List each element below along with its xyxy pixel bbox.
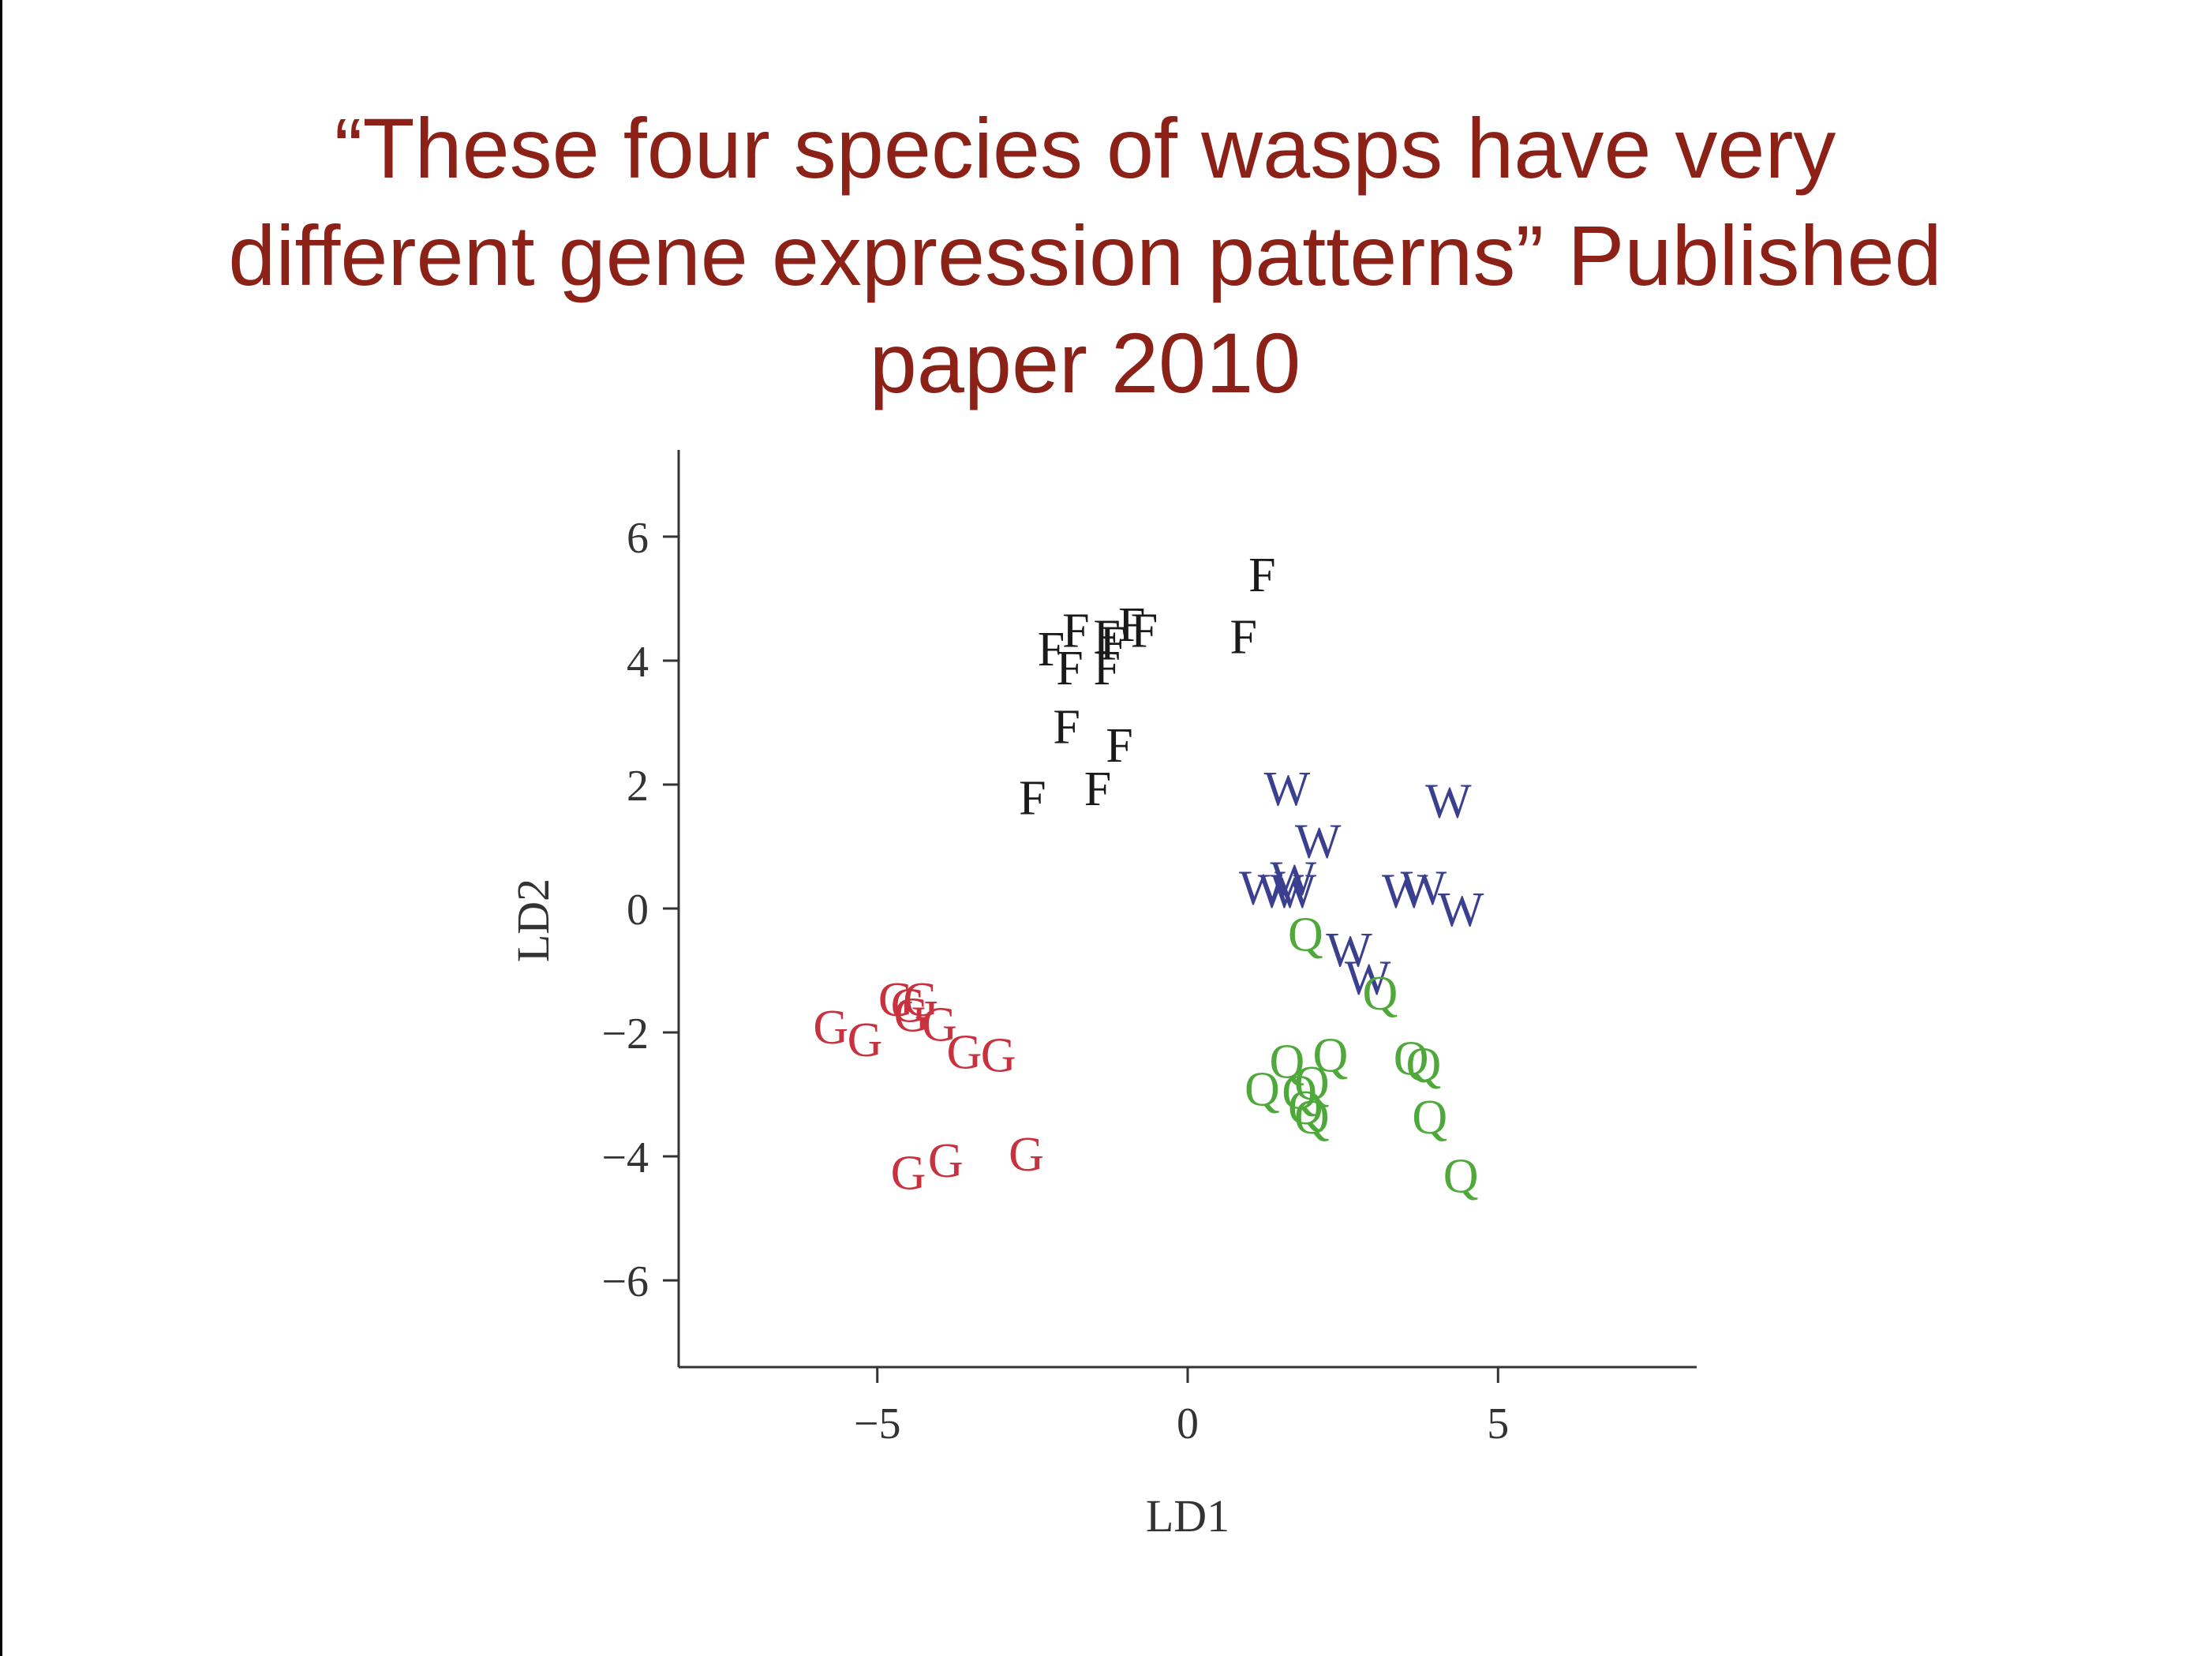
data-point-w: W	[1425, 775, 1472, 829]
data-point-w: W	[1264, 762, 1311, 816]
slide-title-line-3: paper 2010	[869, 315, 1301, 410]
data-point-g: G	[981, 1029, 1016, 1083]
x-tick-label: −5	[854, 1399, 901, 1448]
data-point-w: W	[1270, 864, 1316, 918]
slide-title-line-1: “These four species of wasps have very	[334, 100, 1836, 196]
data-point-f: F	[1248, 549, 1275, 602]
data-point-q: Q	[1294, 1091, 1330, 1145]
data-point-w: W	[1382, 864, 1428, 918]
data-point-g: G	[891, 980, 926, 1033]
slide-title: “These four species of wasps have very d…	[118, 95, 2052, 417]
data-point-f: F	[1099, 616, 1126, 670]
data-point-q: Q	[1294, 1057, 1330, 1111]
data-point-f: F	[1106, 719, 1132, 773]
data-point-q: Q	[1313, 1029, 1349, 1083]
data-point-w: W	[1401, 862, 1447, 916]
y-tick-label: −4	[601, 1133, 649, 1182]
y-tick-label: −6	[601, 1257, 649, 1306]
y-axis-title: LD2	[507, 879, 559, 962]
data-point-g: G	[1009, 1128, 1044, 1182]
data-point-g: G	[894, 988, 930, 1042]
data-point-q: Q	[1362, 967, 1398, 1021]
slide-title-line-2: different gene expression patterns” Publ…	[228, 208, 1942, 303]
data-point-f: F	[1118, 598, 1145, 652]
x-axis-title: LD1	[1146, 1490, 1230, 1542]
data-point-f: F	[1062, 605, 1089, 658]
plot-axes: −5 0 5 −6 −4 −2 0 2 4 6	[601, 450, 1697, 1448]
data-point-w: W	[1345, 951, 1391, 1005]
data-point-f: F	[1094, 611, 1121, 665]
data-point-w: W	[1270, 852, 1316, 906]
data-point-q: Q	[1406, 1038, 1442, 1092]
data-point-f: F	[1131, 605, 1158, 658]
data-point-g: G	[903, 973, 938, 1027]
data-point-w: W	[1258, 864, 1304, 918]
data-point-w: W	[1239, 862, 1286, 916]
data-point-q: Q	[1288, 1081, 1323, 1135]
data-point-f: F	[1038, 623, 1065, 676]
data-point-q: Q	[1288, 908, 1323, 961]
data-point-q: Q	[1443, 1150, 1479, 1204]
data-point-g: G	[848, 1013, 883, 1067]
data-point-g: G	[813, 1001, 848, 1055]
data-point-w: W	[1438, 883, 1484, 937]
y-tick-label: 0	[627, 886, 649, 935]
data-point-g: G	[878, 973, 914, 1027]
data-point-f: F	[1056, 642, 1083, 695]
data-point-q: Q	[1244, 1063, 1280, 1117]
data-point-f: F	[1053, 700, 1080, 754]
data-point-g: G	[946, 1026, 982, 1080]
data-point-w: W	[1326, 924, 1372, 977]
data-point-w: W	[1295, 815, 1342, 869]
y-tick-label: 6	[627, 514, 649, 563]
data-point-q: Q	[1269, 1035, 1304, 1088]
data-point-f: F	[1094, 642, 1121, 695]
y-tick-label: 2	[627, 762, 649, 811]
y-tick-label: −2	[601, 1010, 649, 1058]
data-point-q: Q	[1412, 1091, 1447, 1145]
data-point-f: F	[1230, 611, 1257, 665]
data-point-g: G	[928, 1134, 964, 1188]
x-tick-label: 5	[1487, 1399, 1509, 1448]
data-point-f: F	[1019, 772, 1046, 826]
data-point-g: G	[891, 1147, 926, 1201]
left-frame-edge	[0, 0, 2, 1656]
x-tick-label: 0	[1177, 1399, 1199, 1448]
data-point-g: G	[922, 998, 957, 1051]
data-point-f: F	[1084, 762, 1111, 816]
data-point-q: Q	[1282, 1066, 1317, 1120]
data-point-q: Q	[1394, 1032, 1429, 1085]
y-tick-label: 4	[627, 638, 649, 687]
